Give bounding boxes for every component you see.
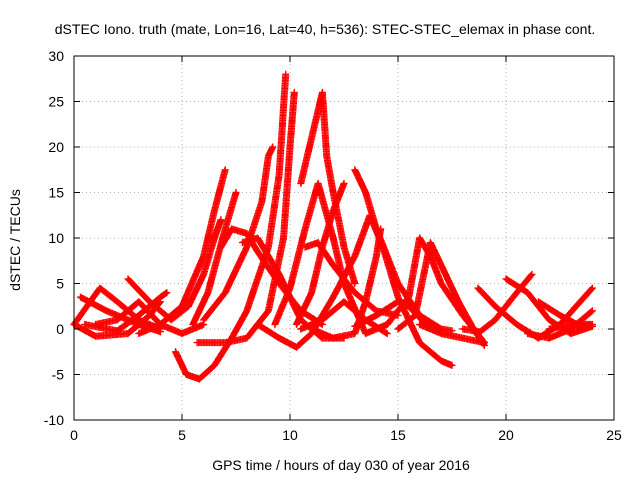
plus-markers — [394, 239, 488, 349]
plus-markers — [135, 166, 229, 338]
x-tick-label: 10 — [282, 427, 298, 443]
plus-markers — [200, 143, 277, 324]
satellite-arc-7 — [135, 166, 229, 338]
y-tick-label: 30 — [48, 48, 64, 64]
x-tick-label: 20 — [498, 427, 514, 443]
y-tick-label: 10 — [48, 230, 64, 246]
data-marks — [70, 70, 596, 383]
grid-lines — [74, 56, 614, 420]
satellite-arc-31 — [545, 320, 596, 333]
x-axis-label: GPS time / hours of day 030 of year 2016 — [212, 457, 470, 473]
y-tick-label: 0 — [56, 321, 64, 337]
chart-title: dSTEC Iono. truth (mate, Lon=16, Lat=40,… — [55, 21, 595, 37]
plus-markers — [172, 70, 290, 383]
y-tick-label: 15 — [48, 185, 64, 201]
y-tick-label: -10 — [44, 412, 64, 428]
satellite-arc-11 — [200, 143, 277, 324]
plus-markers — [545, 320, 596, 333]
y-axis-label: dSTEC / TECUs — [7, 189, 23, 291]
plus-markers — [189, 189, 240, 328]
plus-markers — [92, 298, 208, 338]
satellite-arc-5 — [92, 298, 208, 338]
x-tick-label: 25 — [606, 427, 622, 443]
plus-markers — [297, 88, 359, 287]
x-tick-label: 5 — [178, 427, 186, 443]
y-tick-label: -5 — [52, 367, 65, 383]
x-tick-label: 15 — [390, 427, 406, 443]
satellite-arc-8 — [172, 70, 290, 383]
y-tick-label: 5 — [56, 276, 64, 292]
x-tick-label: 0 — [70, 427, 78, 443]
satellite-arc-24 — [394, 239, 488, 349]
plus-markers — [416, 320, 488, 347]
axis-ticks: 0 5 10 15 20 25 -10 -5 0 5 10 15 20 25 30 — [44, 48, 622, 443]
y-tick-label: 20 — [48, 139, 64, 155]
satellite-arc-9 — [189, 189, 240, 328]
y-tick-label: 25 — [48, 94, 64, 110]
satellite-arc-16 — [297, 88, 359, 287]
satellite-arc-25 — [416, 320, 488, 347]
